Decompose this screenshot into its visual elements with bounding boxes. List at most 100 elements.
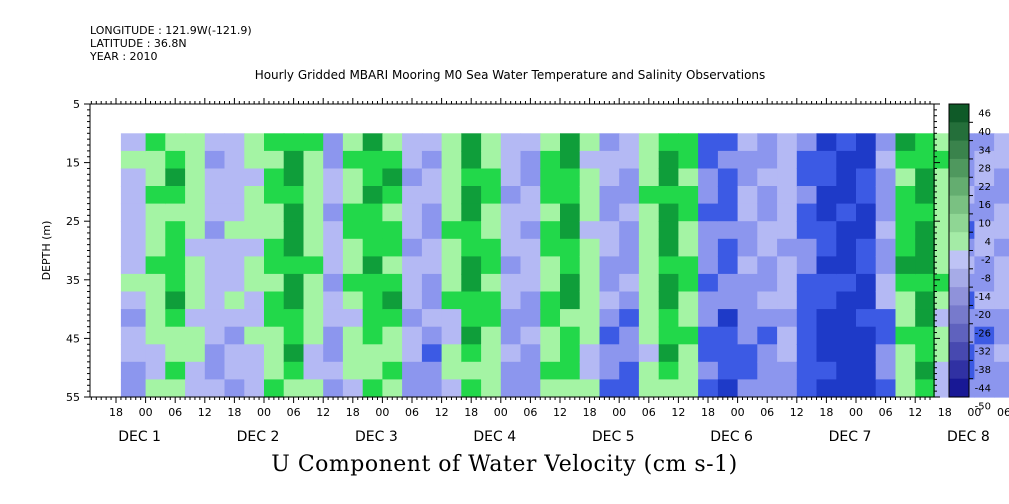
- heatmap-cell: [599, 150, 620, 170]
- heatmap-cell: [244, 326, 265, 345]
- heatmap-cell: [638, 344, 660, 363]
- heatmap-cell: [204, 291, 226, 310]
- heatmap-cell: [461, 168, 482, 187]
- x-hour-label: 00: [849, 406, 863, 419]
- heatmap-cell: [757, 186, 778, 205]
- heatmap-cell: [678, 186, 699, 205]
- colorbar-segment: [949, 232, 969, 251]
- heatmap-cell: [145, 150, 166, 170]
- heatmap-cell: [895, 326, 916, 345]
- heatmap-cell: [816, 309, 837, 328]
- heatmap-cell: [264, 256, 285, 275]
- heatmap-cell: [895, 221, 916, 240]
- heatmap-cell: [915, 150, 936, 170]
- heatmap-cell: [856, 221, 877, 240]
- heatmap-cell: [185, 361, 206, 380]
- heatmap-cell: [520, 273, 541, 293]
- heatmap-cell: [481, 238, 502, 257]
- heatmap-cell: [244, 186, 265, 205]
- heatmap-cell: [441, 168, 462, 187]
- x-hour-label: 12: [316, 406, 330, 419]
- chart-title: Hourly Gridded MBARI Mooring M0 Sea Wate…: [254, 68, 766, 82]
- heatmap-cell: [796, 344, 818, 363]
- heatmap-cell: [303, 221, 324, 240]
- heatmap-cell: [461, 379, 482, 398]
- colorbar-label: -26: [975, 328, 991, 339]
- heatmap-cell: [382, 291, 403, 310]
- heatmap-cell: [875, 309, 896, 328]
- heatmap-cell: [796, 186, 818, 205]
- heatmap-cell: [323, 150, 344, 170]
- heatmap-cell: [520, 133, 541, 152]
- heatmap-cell: [224, 133, 245, 152]
- heatmap-cell: [165, 273, 186, 293]
- heatmap-cell: [283, 238, 304, 257]
- heatmap-cell: [204, 238, 226, 257]
- heatmap-cell: [579, 221, 600, 240]
- colorbar-label: -8: [981, 273, 991, 284]
- heatmap-cell: [875, 361, 896, 380]
- heatmap-cell: [836, 291, 857, 310]
- heatmap-cell: [323, 379, 344, 398]
- heatmap-cell: [895, 379, 916, 398]
- heatmap-cell: [204, 309, 226, 328]
- heatmap-cell: [120, 203, 147, 222]
- heatmap-cell: [915, 186, 936, 205]
- heatmap-cell: [717, 309, 739, 328]
- heatmap-cell: [421, 256, 443, 275]
- heatmap-cell: [362, 186, 383, 205]
- heatmap-cell: [678, 203, 699, 222]
- heatmap-cell: [619, 133, 640, 152]
- heatmap-cell: [540, 361, 561, 380]
- heatmap-cell: [875, 133, 896, 152]
- heatmap-cell: [560, 309, 581, 328]
- heatmap-cell: [895, 203, 916, 222]
- heatmap-cell: [875, 291, 896, 310]
- heatmap-cell: [777, 309, 798, 328]
- heatmap-cell: [185, 273, 206, 293]
- heatmap-cell: [382, 309, 403, 328]
- x-hour-label: 00: [257, 406, 271, 419]
- heatmap-cell: [777, 326, 798, 345]
- colorbar-segment: [949, 195, 969, 215]
- heatmap-cell: [796, 133, 818, 152]
- heatmap-cell: [283, 186, 304, 205]
- heatmap-cell: [204, 203, 226, 222]
- heatmap-cell: [500, 309, 522, 328]
- heatmap-cell: [441, 186, 462, 205]
- colorbar-label: -44: [975, 383, 991, 394]
- x-day-label: DEC 6: [710, 429, 753, 445]
- heatmap-cell: [264, 326, 285, 345]
- heatmap-cell: [185, 203, 206, 222]
- heatmap-cell: [362, 344, 383, 363]
- heatmap-cell: [264, 221, 285, 240]
- x-hour-label: 12: [908, 406, 922, 419]
- heatmap-cell: [915, 326, 936, 345]
- heatmap-cell: [264, 309, 285, 328]
- heatmap-cell: [283, 133, 304, 152]
- heatmap-cell: [777, 273, 798, 293]
- heatmap-cell: [264, 150, 285, 170]
- heatmap-cell: [303, 344, 324, 363]
- heatmap-cell: [323, 238, 344, 257]
- heatmap-cell: [224, 291, 245, 310]
- heatmap-cell: [500, 150, 522, 170]
- heatmap-cell: [224, 344, 245, 363]
- heatmap-cell: [145, 186, 166, 205]
- heatmap-cell: [974, 203, 995, 222]
- heatmap-cell: [777, 291, 798, 310]
- heatmap-cell: [658, 186, 679, 205]
- heatmap-cell: [520, 309, 541, 328]
- heatmap-cell: [342, 309, 364, 328]
- y-axis-label: DEPTH (m): [40, 221, 53, 281]
- heatmap-cell: [323, 256, 344, 275]
- heatmap-cell: [757, 256, 778, 275]
- heatmap-cell: [204, 326, 226, 345]
- heatmap-cell: [382, 168, 403, 187]
- heatmap-cell: [283, 361, 304, 380]
- heatmap-cell: [421, 273, 443, 293]
- heatmap-cell: [283, 203, 304, 222]
- x-hour-label: 06: [168, 406, 182, 419]
- heatmap-cell: [658, 168, 679, 187]
- heatmap-cell: [342, 273, 364, 293]
